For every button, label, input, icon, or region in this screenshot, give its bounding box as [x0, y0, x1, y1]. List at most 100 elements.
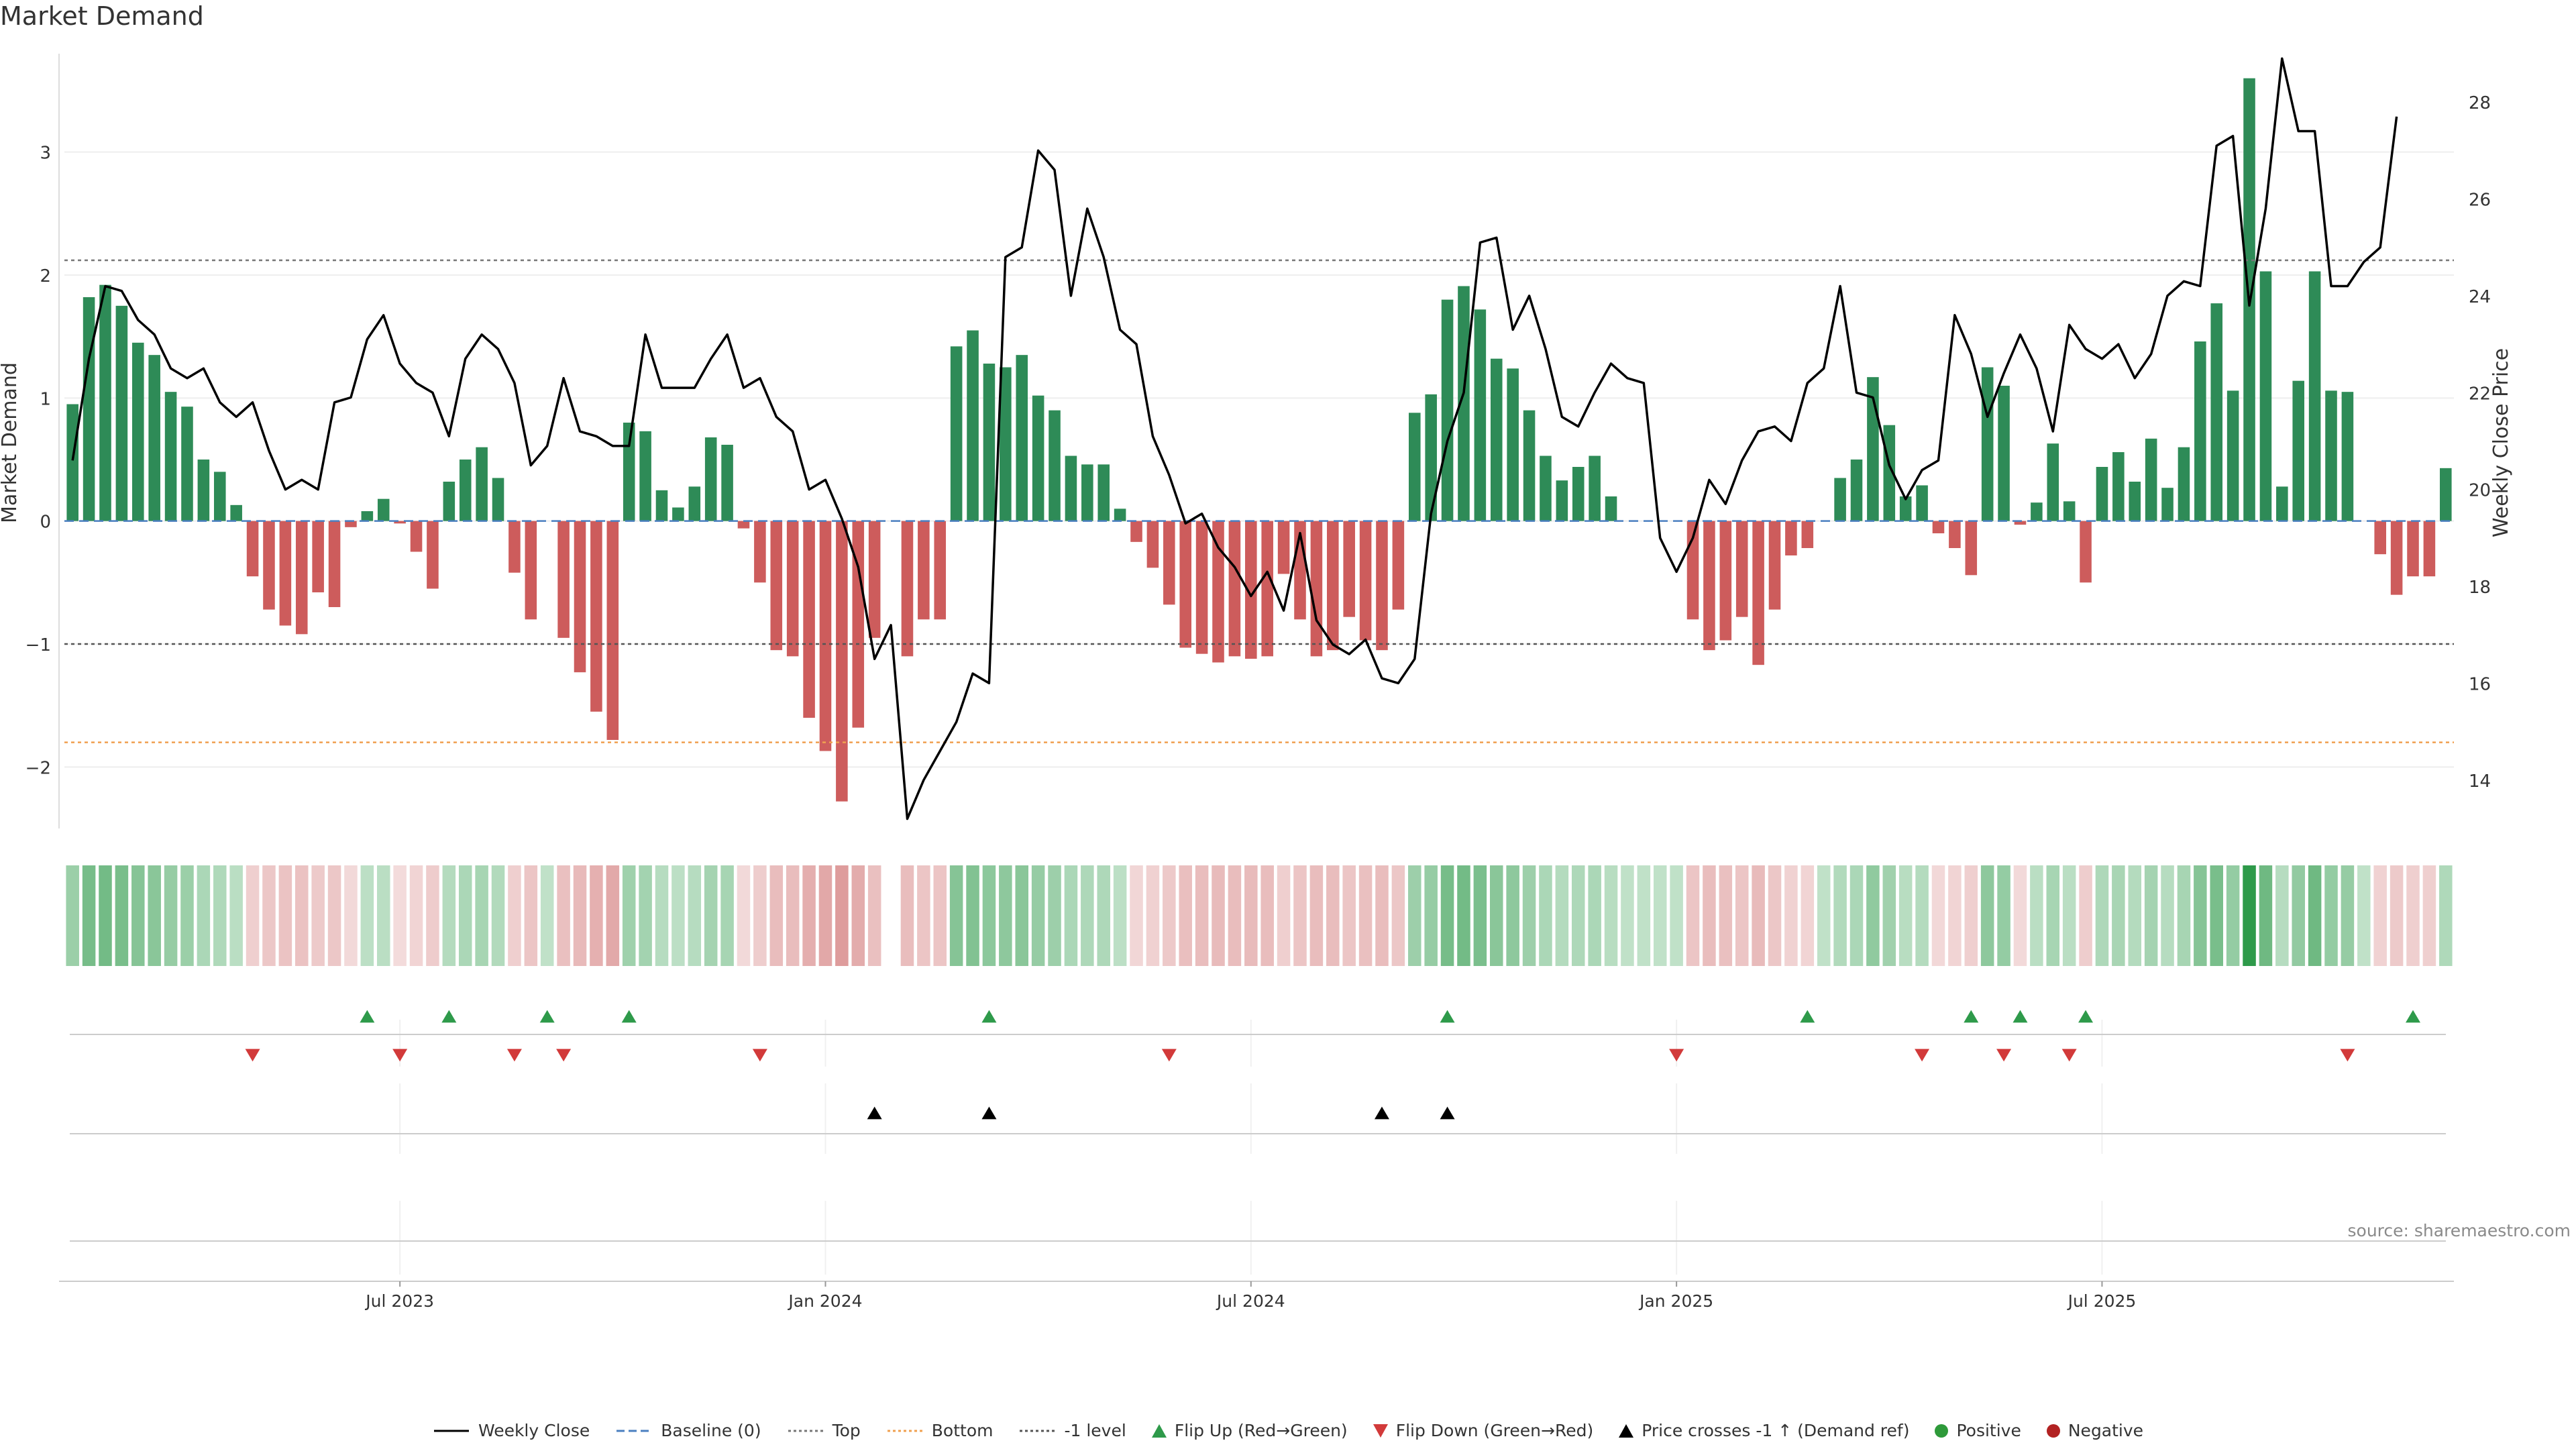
strip-cell	[1882, 865, 1896, 966]
strip-cell	[557, 865, 570, 966]
demand-bar	[1998, 386, 2010, 521]
strip-cell	[672, 865, 685, 966]
strip-cell	[2013, 865, 2027, 966]
demand-bar	[1310, 521, 1323, 657]
weekly-close-line	[71, 57, 2398, 820]
demand-bar	[312, 521, 324, 592]
strip-cell	[1277, 865, 1291, 966]
legend-price-cross-label: Price crosses -1 ↑ (Demand ref)	[1642, 1421, 1910, 1440]
flip-down-marker	[245, 1049, 260, 1062]
strip-cell	[1326, 865, 1340, 966]
demand-bar	[1032, 395, 1044, 521]
demand-bar	[2145, 438, 2157, 521]
demand-bar	[345, 521, 357, 527]
demand-bar	[1719, 521, 1732, 641]
strip-cell	[639, 865, 652, 966]
demand-bar	[1261, 521, 1273, 657]
strip-cell	[131, 865, 145, 966]
strip-cell	[1849, 865, 1864, 966]
demand-bar	[1785, 521, 1797, 555]
strip-cell	[508, 865, 521, 966]
demand-bar	[2325, 390, 2337, 521]
demand-bar	[263, 521, 275, 610]
demand-bar	[1834, 478, 1846, 521]
strip-cell	[1931, 865, 1945, 966]
page-title: Market Demand	[0, 1, 204, 31]
legend-flip-up-label: Flip Up (Red→Green)	[1174, 1421, 1348, 1440]
triangle-up-black-icon	[1619, 1424, 1634, 1438]
y2-tick-label: 18	[2469, 578, 2491, 598]
demand-bar	[983, 364, 996, 521]
left-axis: 3 2 1 0 −1 −2	[25, 54, 60, 828]
legend-top: Top	[787, 1421, 861, 1440]
strip-cell	[2390, 865, 2404, 966]
demand-bar	[688, 486, 701, 521]
flip-up-marker	[441, 1010, 457, 1023]
demand-bar	[934, 521, 947, 620]
demand-bar	[721, 445, 733, 521]
x-tick-label: Jan 2024	[787, 1291, 862, 1311]
flip-down-marker	[2061, 1049, 2077, 1062]
demand-bar	[1981, 367, 1994, 521]
x-tick-label: Jan 2025	[1638, 1291, 1713, 1311]
demand-bar	[2226, 390, 2239, 521]
demand-bar	[361, 511, 374, 521]
demand-bar	[786, 521, 799, 657]
flip-markers	[70, 1010, 2446, 1242]
demand-bar	[1343, 521, 1355, 617]
legend: Weekly Close Baseline (0) Top Bottom -1 …	[0, 1421, 2576, 1440]
demand-bar	[1114, 508, 1126, 521]
legend-minus-one: -1 level	[1018, 1421, 1126, 1440]
strip-cell	[229, 865, 243, 966]
strip-cell	[66, 865, 79, 966]
strip-cell	[262, 865, 276, 966]
legend-baseline-label: Baseline (0)	[661, 1421, 761, 1440]
strip-cell	[1195, 865, 1209, 966]
strip-cell	[524, 865, 538, 966]
strip-cell	[458, 865, 472, 966]
demand-bar	[819, 521, 832, 751]
demand-bar	[574, 521, 586, 673]
strip-cell	[1228, 865, 1242, 966]
demand-bar	[1425, 394, 1437, 521]
demand-bar	[132, 342, 144, 521]
demand-bar	[1081, 464, 1093, 521]
demand-bar	[2194, 341, 2206, 521]
demand-bar	[295, 521, 308, 635]
demand-bar	[836, 521, 848, 802]
demand-bar	[1752, 521, 1764, 665]
demand-bar	[2308, 271, 2321, 521]
x-tick-label: Jul 2024	[1216, 1291, 1285, 1311]
strip-cell	[933, 865, 947, 966]
strip-cell	[2406, 865, 2420, 966]
flip-up-marker	[2406, 1010, 2421, 1023]
source-credit: source: sharemaestro.com	[2347, 1221, 2571, 1240]
demand-bar	[2031, 502, 2043, 521]
demand-bar	[115, 305, 128, 521]
demand-bar	[99, 284, 111, 521]
flip-up-marker	[2012, 1010, 2028, 1023]
demand-bar	[852, 521, 865, 728]
triangle-down-icon	[1373, 1424, 1388, 1438]
demand-bar	[394, 521, 406, 524]
flip-down-marker	[506, 1049, 522, 1062]
strip-cell	[1571, 865, 1585, 966]
demand-bar	[1359, 521, 1372, 641]
demand-bar	[1490, 358, 1503, 521]
demand-bar	[1932, 521, 1945, 533]
strip-cell	[2292, 865, 2305, 966]
demand-bar	[704, 437, 717, 521]
flip-up-marker	[1800, 1010, 1815, 1023]
strip-cell	[2341, 865, 2355, 966]
demand-bar	[1507, 368, 1519, 521]
demand-bar	[1523, 410, 1536, 521]
strip-cell	[704, 865, 718, 966]
strip-cell	[180, 865, 194, 966]
demand-bar	[1589, 455, 1601, 521]
strip-cell	[1408, 865, 1421, 966]
left-axis-label: Market Demand	[0, 362, 21, 523]
demand-bar	[2292, 380, 2305, 521]
strip-cell	[753, 865, 767, 966]
strip-cell	[2062, 865, 2076, 966]
demand-bar	[2178, 447, 2190, 521]
